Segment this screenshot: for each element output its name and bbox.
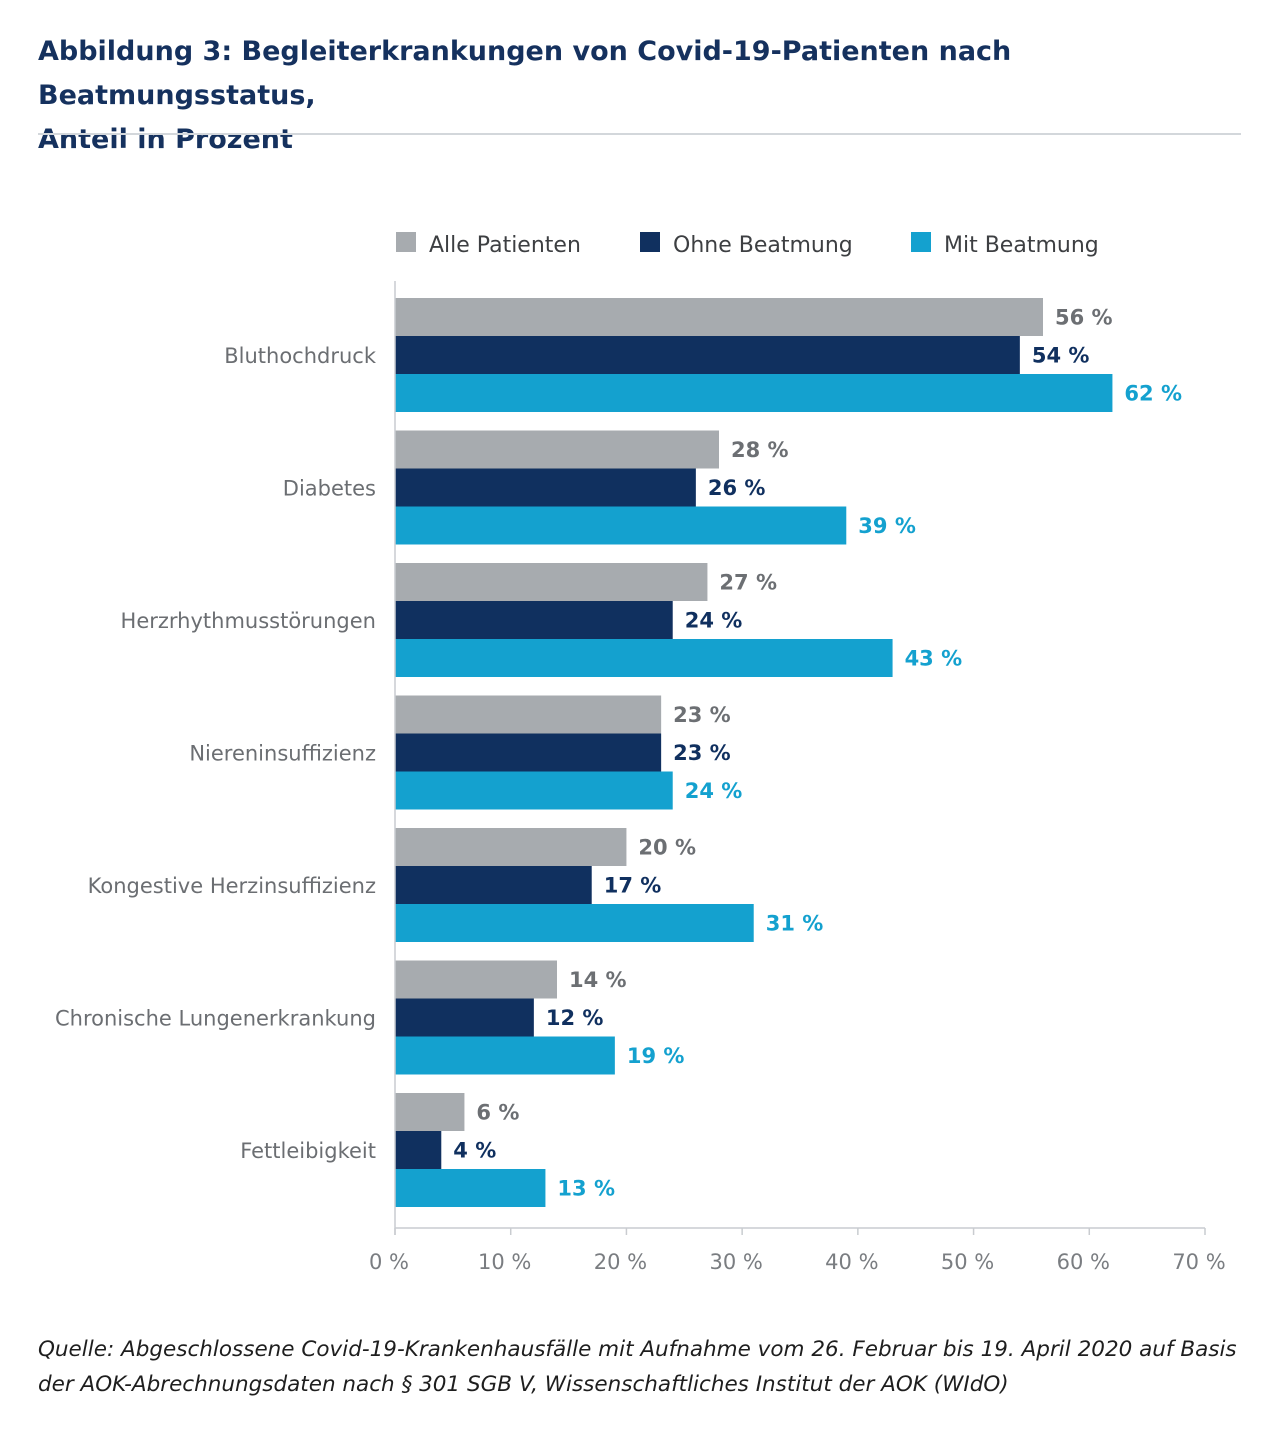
legend-label-mit-beatmung: Mit Beatmung (944, 233, 1099, 258)
bar-diabetes-alle-patienten (395, 430, 719, 469)
category-label-herzrhythmusstoerungen: Herzrhythmusstörungen (121, 609, 376, 633)
bar-kongestive-herzinsuffizienz-mit-beatmung (395, 904, 754, 942)
bar-fettleibigkeit-ohne-beatmung (395, 1131, 442, 1169)
value-label-fettleibigkeit-alle-patienten: 6 % (476, 1101, 519, 1125)
category-label-diabetes: Diabetes (283, 477, 376, 501)
value-label-kongestive-herzinsuffizienz-ohne-beatmung: 17 % (604, 874, 662, 898)
source-line-1: Quelle: Abgeschlossene Covid-19-Krankenh… (38, 1337, 1237, 1362)
chart-title: Abbildung 3: Begleiterkrankungen von Cov… (38, 30, 1248, 162)
bar-fettleibigkeit-mit-beatmung (395, 1169, 546, 1207)
value-label-niereninsuffizienz-mit-beatmung: 24 % (685, 779, 743, 803)
x-tick-label-40: 40 % (825, 1250, 878, 1274)
chart-title-line-2: Anteil in Prozent (38, 124, 293, 155)
legend-swatch-ohne-beatmung (640, 232, 660, 252)
bar-kongestive-herzinsuffizienz-ohne-beatmung (395, 866, 592, 904)
bar-chronische-lungenerkrankung-ohne-beatmung (395, 998, 534, 1037)
bar-niereninsuffizienz-alle-patienten (395, 695, 662, 734)
value-label-diabetes-mit-beatmung: 39 % (858, 514, 916, 538)
value-label-niereninsuffizienz-alle-patienten: 23 % (673, 703, 731, 727)
bar-kongestive-herzinsuffizienz-alle-patienten (395, 828, 627, 866)
bar-diabetes-ohne-beatmung (395, 468, 696, 507)
x-tick-label-30: 30 % (709, 1250, 762, 1274)
bar-niereninsuffizienz-ohne-beatmung (395, 733, 662, 772)
value-label-bluthochdruck-ohne-beatmung: 54 % (1032, 344, 1090, 368)
value-label-herzrhythmusstoerungen-ohne-beatmung: 24 % (685, 609, 743, 633)
value-label-fettleibigkeit-mit-beatmung: 13 % (557, 1177, 615, 1201)
category-label-kongestive-herzinsuffizienz: Kongestive Herzinsuffizienz (88, 874, 376, 898)
category-label-bluthochdruck: Bluthochdruck (224, 344, 377, 368)
bar-chronische-lungenerkrankung-mit-beatmung (395, 1036, 615, 1075)
bar-chart: Alle Patienten Ohne Beatmung Mit Beatmung B… (55, 232, 1226, 1274)
value-label-herzrhythmusstoerungen-alle-patienten: 27 % (719, 571, 777, 595)
x-tick-label-10: 10 % (478, 1250, 531, 1274)
value-label-bluthochdruck-alle-patienten: 56 % (1055, 306, 1113, 330)
chart-title-line-1: Abbildung 3: Begleiterkrankungen von Cov… (38, 36, 1012, 111)
value-label-chronische-lungenerkrankung-ohne-beatmung: 12 % (546, 1006, 604, 1030)
bar-diabetes-mit-beatmung (395, 506, 847, 545)
value-label-chronische-lungenerkrankung-alle-patienten: 14 % (569, 968, 627, 992)
bar-herzrhythmusstoerungen-mit-beatmung (395, 639, 893, 677)
legend-swatch-mit-beatmung (911, 232, 931, 252)
legend-label-ohne-beatmung: Ohne Beatmung (673, 233, 853, 258)
bar-niereninsuffizienz-mit-beatmung (395, 771, 673, 810)
value-label-kongestive-herzinsuffizienz-alle-patienten: 20 % (638, 836, 696, 860)
x-tick-label-60: 60 % (1057, 1250, 1110, 1274)
category-label-fettleibigkeit: Fettleibigkeit (240, 1139, 376, 1163)
legend-swatch-alle-patienten (396, 232, 416, 252)
value-label-herzrhythmusstoerungen-mit-beatmung: 43 % (905, 647, 963, 671)
category-label-niereninsuffizienz: Niereninsuffizienz (189, 742, 376, 766)
x-tick-label-70: 70 % (1172, 1250, 1225, 1274)
bar-herzrhythmusstoerungen-alle-patienten (395, 563, 708, 601)
value-label-kongestive-herzinsuffizienz-mit-beatmung: 31 % (766, 912, 824, 936)
value-label-diabetes-alle-patienten: 28 % (731, 438, 789, 462)
title-divider (38, 133, 1241, 135)
source-note: Quelle: Abgeschlossene Covid-19-Krankenh… (38, 1332, 1253, 1402)
bar-bluthochdruck-ohne-beatmung (395, 336, 1020, 374)
bar-bluthochdruck-mit-beatmung (395, 374, 1113, 412)
value-label-chronische-lungenerkrankung-mit-beatmung: 19 % (627, 1044, 685, 1068)
value-label-bluthochdruck-mit-beatmung: 62 % (1124, 382, 1182, 406)
bar-bluthochdruck-alle-patienten (395, 298, 1043, 336)
value-label-fettleibigkeit-ohne-beatmung: 4 % (453, 1139, 496, 1163)
x-tick-label-20: 20 % (594, 1250, 647, 1274)
bar-fettleibigkeit-alle-patienten (395, 1093, 465, 1131)
source-line-2: der AOK-Abrechnungsdaten nach § 301 SGB … (38, 1372, 1009, 1397)
x-tick-label-50: 50 % (941, 1250, 994, 1274)
x-tick-label-0: 0 % (369, 1250, 409, 1274)
bar-chronische-lungenerkrankung-alle-patienten (395, 960, 557, 999)
value-label-niereninsuffizienz-ohne-beatmung: 23 % (673, 741, 731, 765)
value-label-diabetes-ohne-beatmung: 26 % (708, 476, 766, 500)
legend-label-alle-patienten: Alle Patienten (429, 233, 581, 258)
category-label-chronische-lungenerkrankung: Chronische Lungenerkrankung (55, 1007, 376, 1031)
bar-herzrhythmusstoerungen-ohne-beatmung (395, 601, 673, 639)
